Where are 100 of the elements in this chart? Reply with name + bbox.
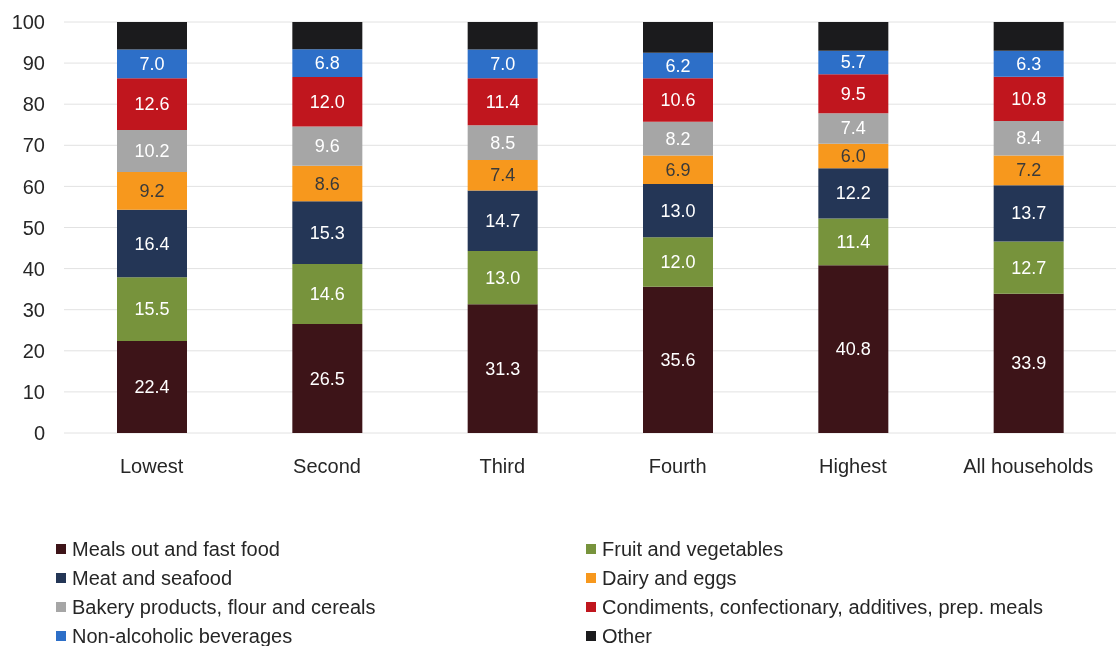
bar (993, 155, 1064, 186)
data-label: 8.2 (665, 128, 691, 149)
data-label: 26.5 (309, 368, 345, 389)
data-label: 7.0 (139, 53, 165, 74)
data-label: 12.6 (134, 94, 170, 115)
bar (993, 121, 1064, 156)
data-label: 14.6 (309, 284, 345, 305)
data-label: 10.2 (134, 141, 170, 162)
x-tick-label: Highest (819, 455, 888, 478)
data-label: 6.0 (840, 145, 866, 166)
bar (643, 78, 713, 122)
bar (993, 76, 1064, 122)
legend-label: Bakery products, flour and cereals (72, 595, 376, 619)
data-label: 9.6 (314, 136, 340, 157)
bar (643, 237, 713, 287)
bar (643, 183, 713, 238)
data-label: 35.6 (660, 349, 696, 370)
bar (818, 265, 889, 433)
y-tick-label: 0 (33, 422, 45, 445)
bar (643, 155, 713, 184)
data-label: 13.0 (660, 200, 696, 221)
bar (993, 241, 1064, 294)
data-label: 5.7 (840, 52, 866, 73)
bar (292, 201, 363, 265)
bar (467, 22, 538, 50)
data-label: 8.5 (490, 132, 516, 153)
bar (117, 340, 187, 433)
bar (117, 78, 187, 131)
bar (117, 49, 187, 79)
y-tick-label: 50 (22, 216, 45, 239)
bar (292, 77, 363, 127)
x-tick-label: Third (479, 455, 526, 478)
legend-label: Other (602, 624, 653, 646)
bar (117, 22, 187, 50)
y-tick-label: 40 (22, 257, 45, 280)
data-label: 6.9 (665, 159, 691, 180)
bar (467, 250, 538, 305)
bar (467, 160, 538, 191)
bar (467, 78, 538, 126)
bar (993, 185, 1064, 242)
data-label: 15.5 (134, 299, 170, 320)
data-label: 7.4 (840, 118, 866, 139)
data-label: 12.0 (309, 91, 345, 112)
y-tick-label: 80 (22, 93, 45, 116)
bar (117, 277, 187, 341)
bar (818, 113, 889, 144)
bar (818, 22, 889, 51)
bar (643, 286, 713, 433)
y-tick-label: 10 (22, 381, 45, 403)
data-label: 10.6 (660, 90, 696, 111)
bar (643, 22, 713, 53)
y-tick-label: 100 (11, 11, 45, 34)
bar (993, 293, 1064, 433)
x-tick-label: Fourth (648, 455, 707, 478)
x-tick-label: Second (293, 455, 361, 478)
data-label: 12.0 (660, 252, 696, 273)
bar (117, 172, 187, 210)
bar (292, 126, 363, 166)
bar (292, 324, 363, 433)
bar (292, 22, 363, 50)
data-label: 9.5 (840, 83, 866, 104)
legend-label: Condiments, confectionary, additives, prep. meals (602, 595, 1043, 619)
bar (818, 218, 889, 266)
bar (643, 121, 713, 156)
legend-label: Fruit and vegetables (602, 537, 784, 561)
data-label: 7.2 (1016, 160, 1042, 181)
bar (467, 49, 538, 79)
legend-label: Dairy and eggs (602, 566, 737, 590)
bar (993, 50, 1064, 77)
x-tick-label: Lowest (119, 455, 184, 478)
data-label: 7.4 (490, 165, 516, 186)
data-label: 9.2 (139, 180, 165, 201)
data-label: 6.2 (665, 55, 691, 76)
bar (117, 209, 187, 278)
data-label: 13.0 (485, 267, 521, 288)
data-label: 31.3 (485, 358, 521, 379)
legend-label: Non-alcoholic beverages (72, 624, 293, 646)
bar (467, 304, 538, 433)
y-tick-label: 70 (22, 134, 45, 157)
y-tick-label: 90 (22, 52, 45, 75)
data-label: 8.6 (314, 173, 340, 194)
data-label: 7.0 (490, 53, 516, 74)
legend-label: Meat and seafood (72, 566, 233, 590)
y-tick-label: 60 (22, 175, 45, 198)
data-label: 16.4 (134, 233, 170, 254)
legend-label: Meals out and fast food (72, 537, 280, 561)
data-label: 6.3 (1016, 53, 1042, 74)
bar (818, 50, 889, 75)
data-label: 15.3 (309, 222, 345, 243)
data-label: 11.4 (485, 91, 520, 112)
data-label: 12.7 (1011, 257, 1047, 278)
data-label: 10.8 (1011, 88, 1047, 109)
bar (993, 22, 1064, 51)
y-tick-label: 20 (22, 339, 45, 362)
data-label: 33.9 (1011, 353, 1047, 374)
data-label: 22.4 (134, 376, 170, 397)
bar (818, 168, 889, 219)
data-label: 6.8 (314, 53, 340, 74)
bar (292, 165, 363, 202)
data-label: 8.4 (1016, 128, 1042, 149)
